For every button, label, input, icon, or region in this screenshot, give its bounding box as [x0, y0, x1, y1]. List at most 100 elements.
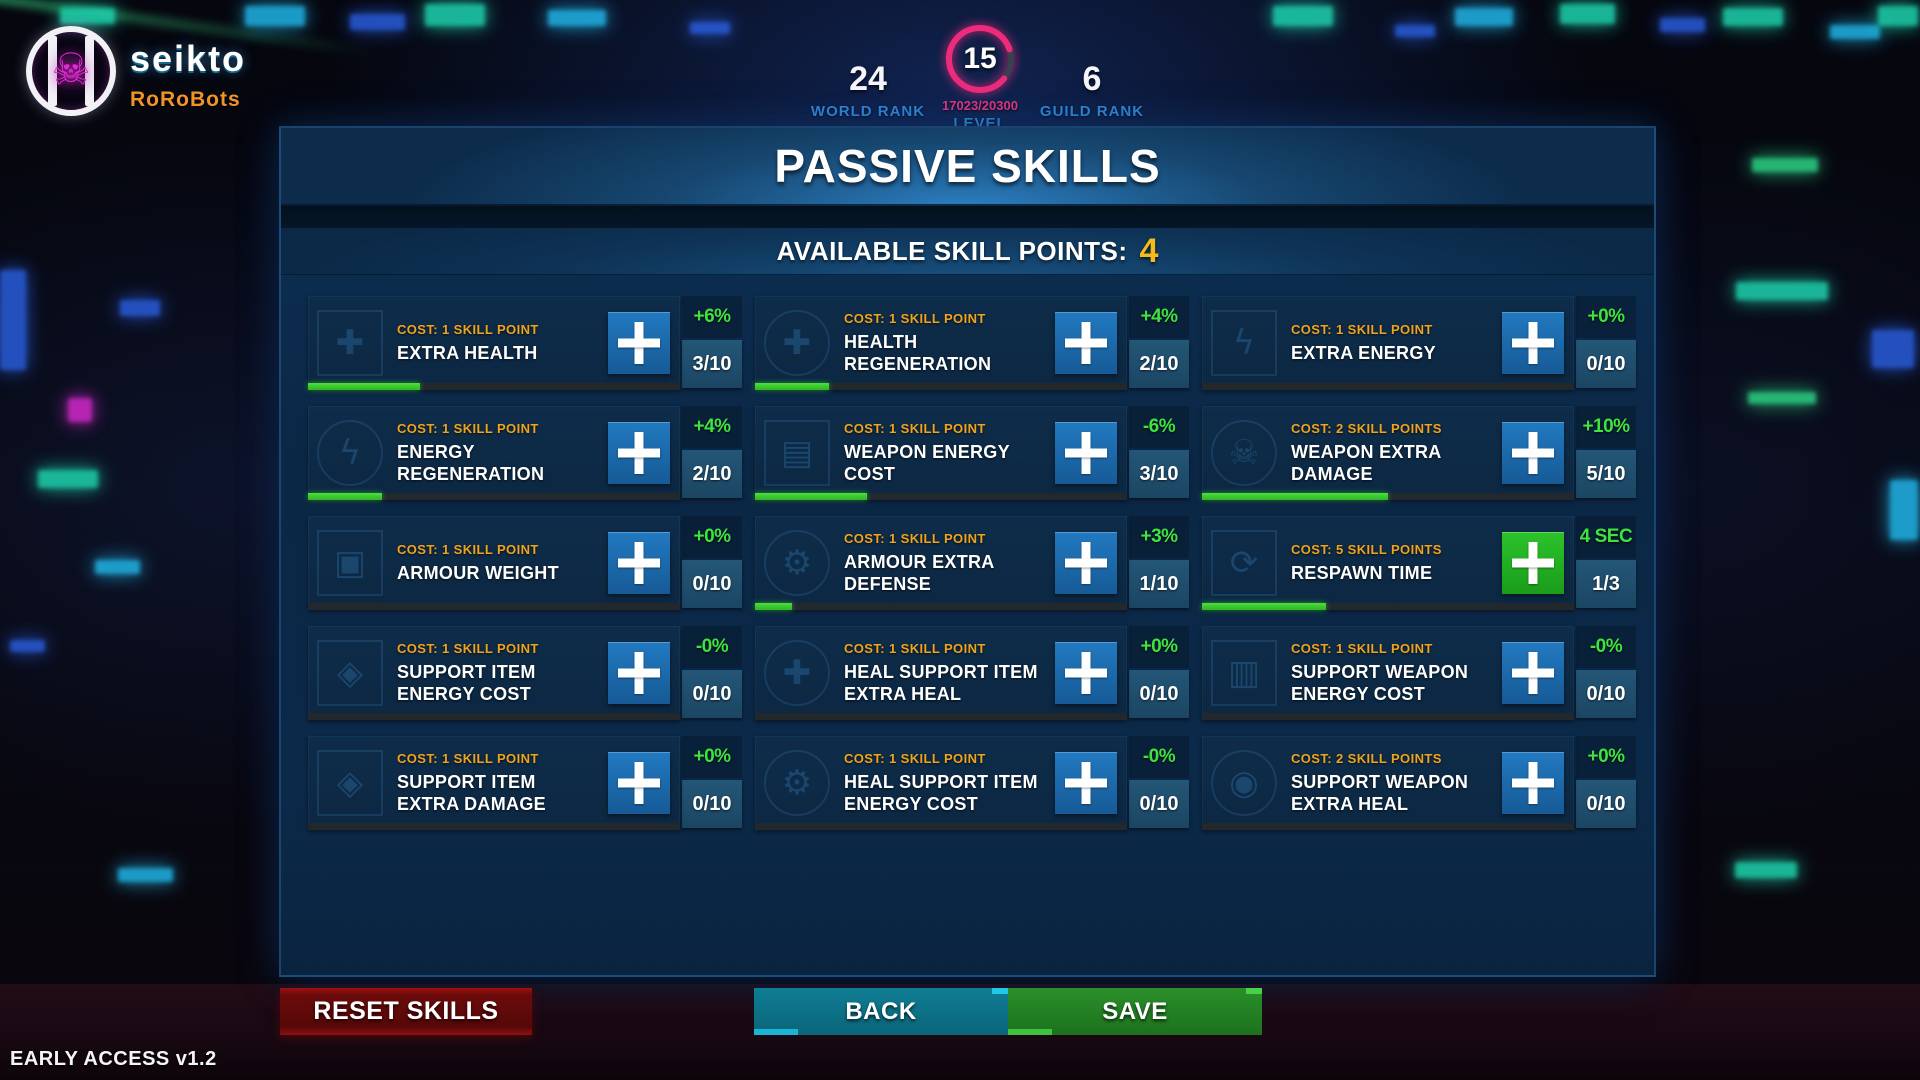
skill-progress-bar [308, 713, 680, 720]
level-xp: 17023/20300 [942, 98, 1018, 113]
skill-points-value: 4 [1139, 231, 1159, 270]
skill-name: SUPPORT WEAPON EXTRA HEAL [1291, 771, 1469, 814]
neon-light [350, 14, 405, 30]
skill-level-value: 1/10 [1129, 560, 1189, 608]
neon-light [1830, 25, 1880, 39]
skill-progress-bar [1202, 713, 1574, 720]
heal-support-item-extra-heal-icon: ✚ [764, 640, 830, 706]
reset-skills-button[interactable]: RESET SKILLS [280, 988, 532, 1035]
skill-card-side: +4% 2/10 [1129, 296, 1189, 390]
skill-card-side: +6% 3/10 [682, 296, 742, 390]
upgrade-skill-button[interactable] [1502, 752, 1564, 814]
neon-light [1736, 282, 1828, 300]
player-badge: ☠ seikto RoRoBots [26, 26, 246, 116]
support-item-extra-damage-icon: ◈ [317, 750, 383, 816]
respawn-time-icon: ⟳ [1211, 530, 1277, 596]
skill-card: ▣ COST: 1 SKILL POINT ARMOUR WEIGHT +0% … [308, 516, 742, 610]
skill-progress-fill [1202, 603, 1326, 610]
upgrade-skill-button[interactable] [1502, 642, 1564, 704]
skill-card-main: ϟ COST: 1 SKILL POINT ENERGY REGENERATIO… [308, 406, 680, 500]
skill-card: ϟ COST: 1 SKILL POINT EXTRA ENERGY +0% 0… [1202, 296, 1636, 390]
upgrade-skill-button[interactable] [1055, 312, 1117, 374]
skill-level-value: 5/10 [1576, 450, 1636, 498]
extra-energy-icon: ϟ [1211, 310, 1277, 376]
neon-light [120, 300, 160, 316]
skill-card-text: COST: 1 SKILL POINT SUPPORT ITEM EXTRA D… [397, 751, 608, 815]
save-button[interactable]: SAVE [1008, 988, 1262, 1035]
skill-grid: ✚ COST: 1 SKILL POINT EXTRA HEALTH +6% 3… [308, 296, 1636, 830]
plus-icon [1055, 532, 1117, 594]
skill-progress-bar [755, 823, 1127, 830]
neon-light [118, 868, 173, 882]
back-button[interactable]: BACK [754, 988, 1008, 1035]
skill-card-side: -6% 3/10 [1129, 406, 1189, 500]
upgrade-skill-button[interactable] [1055, 532, 1117, 594]
skill-name: RESPAWN TIME [1291, 562, 1433, 583]
skill-bonus-value: +0% [1576, 736, 1636, 778]
skill-card-main: ▣ COST: 1 SKILL POINT ARMOUR WEIGHT [308, 516, 680, 610]
plus-icon [608, 312, 670, 374]
skill-card-main: ⟳ COST: 5 SKILL POINTS RESPAWN TIME [1202, 516, 1574, 610]
plus-icon [1502, 642, 1564, 704]
upgrade-skill-button[interactable] [608, 422, 670, 484]
skill-card-main: ▤ COST: 1 SKILL POINT WEAPON ENERGY COST [755, 406, 1127, 500]
skill-card-side: +0% 0/10 [682, 736, 742, 830]
upgrade-skill-button[interactable] [1055, 642, 1117, 704]
skill-level-value: 0/10 [1576, 780, 1636, 828]
skill-cost-label: COST: 2 SKILL POINTS [1291, 420, 1442, 436]
skill-cost-label: COST: 2 SKILL POINTS [1291, 750, 1442, 766]
skill-level-value: 0/10 [1576, 670, 1636, 718]
upgrade-skill-button[interactable] [608, 532, 670, 594]
armour-extra-defense-icon: ⚙ [764, 530, 830, 596]
skill-card: ◈ COST: 1 SKILL POINT SUPPORT ITEM EXTRA… [308, 736, 742, 830]
skill-level-value: 2/10 [1129, 340, 1189, 388]
skill-card: ✚ COST: 1 SKILL POINT EXTRA HEALTH +6% 3… [308, 296, 742, 390]
version-label: EARLY ACCESS v1.2 [10, 1048, 217, 1070]
skill-card-text: COST: 1 SKILL POINT HEALTH REGENERATION [844, 311, 1055, 375]
neon-light [1660, 18, 1705, 32]
neon-light [1752, 158, 1818, 172]
skill-card: ▤ COST: 1 SKILL POINT WEAPON ENERGY COST… [755, 406, 1189, 500]
plus-icon [608, 752, 670, 814]
skill-bonus-value: +0% [682, 736, 742, 778]
plus-icon [1055, 752, 1117, 814]
support-weapon-energy-cost-icon: ▥ [1211, 640, 1277, 706]
dialog-separator [281, 206, 1654, 228]
skill-card-text: COST: 1 SKILL POINT HEAL SUPPORT ITEM EX… [844, 641, 1055, 705]
upgrade-skill-button[interactable] [608, 752, 670, 814]
skill-card-main: ✚ COST: 1 SKILL POINT HEALTH REGENERATIO… [755, 296, 1127, 390]
upgrade-skill-button[interactable] [608, 312, 670, 374]
neon-light [38, 470, 98, 488]
upgrade-skill-button[interactable] [1502, 422, 1564, 484]
skill-name: EXTRA ENERGY [1291, 342, 1436, 363]
guild-rank-label: GUILD RANK [1039, 103, 1145, 120]
skill-bonus-value: -0% [682, 626, 742, 668]
skill-card-text: COST: 2 SKILL POINTS WEAPON EXTRA DAMAGE [1291, 421, 1502, 485]
level-stat: 15 17023/20300 LEVEL [918, 22, 1042, 132]
skill-name: SUPPORT WEAPON ENERGY COST [1291, 661, 1469, 704]
skill-bonus-value: +0% [682, 516, 742, 558]
upgrade-skill-button[interactable] [1055, 422, 1117, 484]
upgrade-skill-button[interactable] [1502, 312, 1564, 374]
skill-name: HEAL SUPPORT ITEM EXTRA HEAL [844, 661, 1038, 704]
skill-progress-bar [308, 493, 680, 500]
upgrade-skill-button[interactable] [608, 642, 670, 704]
skill-cost-label: COST: 1 SKILL POINT [397, 640, 539, 656]
plus-icon [608, 422, 670, 484]
neon-light [10, 640, 45, 652]
neon-light [1735, 862, 1797, 878]
skill-cost-label: COST: 1 SKILL POINT [397, 321, 539, 337]
skill-card-text: COST: 5 SKILL POINTS RESPAWN TIME [1291, 542, 1502, 585]
skill-card-side: -0% 0/10 [1129, 736, 1189, 830]
skill-bonus-value: -6% [1129, 406, 1189, 448]
skill-cost-label: COST: 1 SKILL POINT [844, 640, 986, 656]
upgrade-skill-button[interactable] [1055, 752, 1117, 814]
skill-points-label: AVAILABLE SKILL POINTS: [776, 235, 1128, 266]
skill-card: ☠ COST: 2 SKILL POINTS WEAPON EXTRA DAMA… [1202, 406, 1636, 500]
skill-level-value: 0/10 [682, 780, 742, 828]
skill-progress-fill [308, 383, 420, 390]
plus-icon [1055, 312, 1117, 374]
health-regeneration-icon: ✚ [764, 310, 830, 376]
skill-card-text: COST: 1 SKILL POINT EXTRA HEALTH [397, 322, 608, 365]
upgrade-skill-button[interactable] [1502, 532, 1564, 594]
